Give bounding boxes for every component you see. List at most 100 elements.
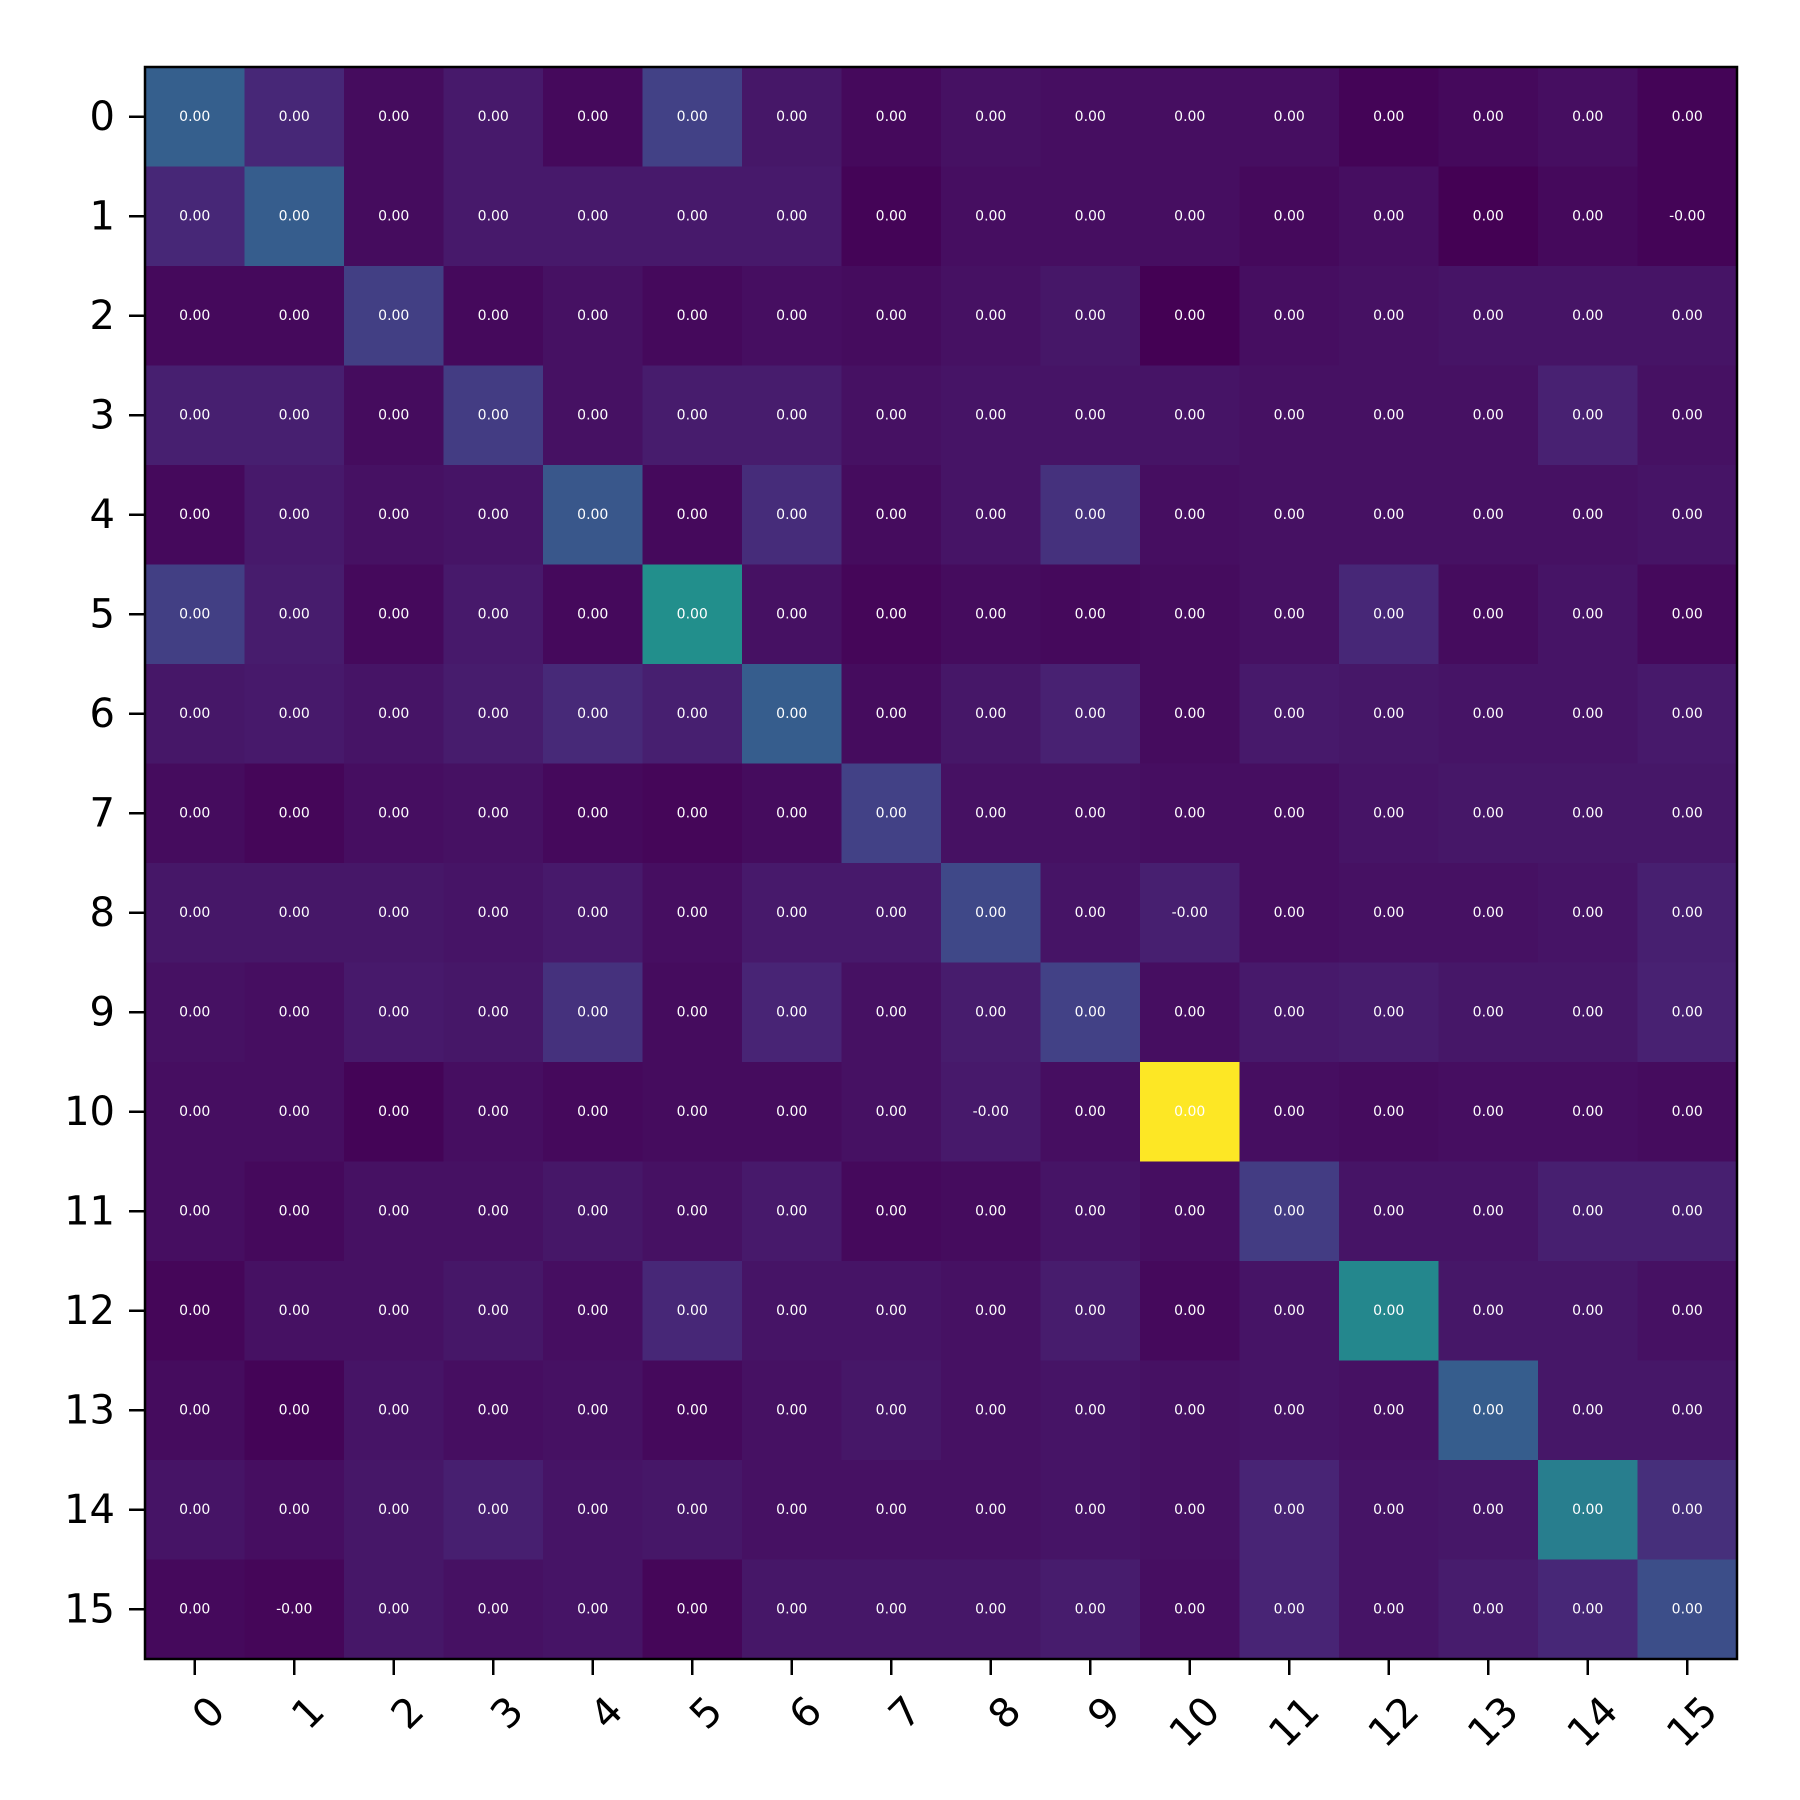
heatmap-cell bbox=[742, 1460, 843, 1561]
heatmap-cell bbox=[1637, 1460, 1738, 1561]
cell-value-label: 0.00 bbox=[1672, 706, 1703, 722]
heatmap-cell bbox=[642, 266, 743, 367]
cell-value-label: 0.00 bbox=[1075, 805, 1106, 821]
heatmap-cell bbox=[443, 266, 544, 367]
cell-value-label: 0.00 bbox=[975, 905, 1006, 921]
cell-value-label: 0.00 bbox=[1274, 507, 1305, 523]
heatmap-cell bbox=[642, 1460, 743, 1561]
cell-value-label: 0.00 bbox=[1075, 1104, 1106, 1120]
heatmap-cell bbox=[941, 1161, 1042, 1262]
heatmap-cell bbox=[244, 664, 345, 765]
heatmap-cell bbox=[344, 564, 445, 665]
cell-value-label: 0.00 bbox=[1075, 109, 1106, 125]
cell-value-label: 0.00 bbox=[876, 407, 907, 423]
heatmap-cell bbox=[1140, 67, 1241, 168]
cell-value-label: 0.00 bbox=[179, 1303, 210, 1319]
cell-value-label: 0.00 bbox=[577, 606, 608, 622]
cell-value-label: 0.00 bbox=[478, 1004, 509, 1020]
cell-value-label: 0.00 bbox=[975, 407, 1006, 423]
heatmap-cell bbox=[344, 1261, 445, 1362]
cell-value-label: 0.00 bbox=[378, 706, 409, 722]
heatmap-cell bbox=[1239, 1161, 1340, 1262]
heatmap-cell bbox=[1239, 664, 1340, 765]
cell-value-label: 0.00 bbox=[1274, 1203, 1305, 1219]
cell-value-label: 0.00 bbox=[1274, 208, 1305, 224]
cell-value-label: 0.00 bbox=[876, 1303, 907, 1319]
heatmap-cell bbox=[1239, 166, 1340, 267]
heatmap-cell bbox=[1140, 664, 1241, 765]
heatmap-cell bbox=[244, 962, 345, 1063]
cell-value-label: 0.00 bbox=[1174, 1203, 1205, 1219]
cell-value-label: 0.00 bbox=[1274, 1502, 1305, 1518]
heatmap-cell bbox=[941, 1062, 1042, 1163]
cell-value-label: 0.00 bbox=[776, 507, 807, 523]
cell-value-label: 0.00 bbox=[876, 1402, 907, 1418]
cell-value-label: 0.00 bbox=[577, 706, 608, 722]
cell-value-label: 0.00 bbox=[1174, 109, 1205, 125]
heatmap-cells bbox=[145, 67, 1738, 1660]
cell-value-label: 0.00 bbox=[1473, 507, 1504, 523]
heatmap-cell bbox=[1040, 266, 1141, 367]
cell-value-label: -0.00 bbox=[1172, 905, 1208, 921]
heatmap-cell bbox=[244, 1062, 345, 1163]
cell-value-label: 0.00 bbox=[975, 1502, 1006, 1518]
heatmap-cell bbox=[244, 1360, 345, 1461]
heatmap-cell bbox=[642, 365, 743, 466]
heatmap-cell bbox=[1339, 67, 1440, 168]
cell-value-label: 0.00 bbox=[1075, 1502, 1106, 1518]
cell-value-label: 0.00 bbox=[1672, 1203, 1703, 1219]
cell-value-label: 0.00 bbox=[776, 1303, 807, 1319]
heatmap-cell bbox=[244, 1559, 345, 1660]
heatmap-cell bbox=[642, 664, 743, 765]
heatmap-cell bbox=[1239, 67, 1340, 168]
cell-value-label: 0.00 bbox=[1572, 805, 1603, 821]
cell-value-label: 0.00 bbox=[478, 1104, 509, 1120]
y-tick-label: 3 bbox=[90, 392, 115, 438]
heatmap-cell bbox=[1239, 763, 1340, 864]
heatmap-cell bbox=[1637, 1062, 1738, 1163]
heatmap-cell bbox=[244, 763, 345, 864]
heatmap-cell bbox=[1637, 365, 1738, 466]
cell-value-label: 0.00 bbox=[1672, 1303, 1703, 1319]
heatmap-cell bbox=[543, 67, 644, 168]
cell-value-label: 0.00 bbox=[478, 1601, 509, 1617]
cell-value-label: 0.00 bbox=[1373, 1402, 1404, 1418]
heatmap-cell bbox=[1538, 166, 1639, 267]
y-tick-label: 2 bbox=[90, 293, 115, 339]
cell-value-label: 0.00 bbox=[876, 706, 907, 722]
cell-value-label: 0.00 bbox=[1274, 109, 1305, 125]
cell-value-label: 0.00 bbox=[1473, 1203, 1504, 1219]
heatmap-cell bbox=[145, 962, 246, 1063]
heatmap-cell bbox=[1140, 465, 1241, 566]
cell-value-label: 0.00 bbox=[577, 1203, 608, 1219]
cell-value-label: 0.00 bbox=[378, 905, 409, 921]
heatmap-cell bbox=[841, 1261, 942, 1362]
heatmap-cell bbox=[344, 465, 445, 566]
cell-value-label: 0.00 bbox=[677, 1004, 708, 1020]
heatmap-cell bbox=[742, 166, 843, 267]
cell-value-label: 0.00 bbox=[1672, 1601, 1703, 1617]
heatmap-cell bbox=[344, 664, 445, 765]
cell-value-label: 0.00 bbox=[1572, 1004, 1603, 1020]
heatmap-cell bbox=[344, 1161, 445, 1262]
cell-value-label: 0.00 bbox=[1075, 606, 1106, 622]
y-tick-label: 15 bbox=[64, 1586, 115, 1632]
heatmap-cell bbox=[244, 266, 345, 367]
cell-value-label: 0.00 bbox=[378, 606, 409, 622]
cell-value-label: 0.00 bbox=[1572, 1502, 1603, 1518]
cell-value-label: 0.00 bbox=[677, 805, 708, 821]
heatmap-cell bbox=[244, 465, 345, 566]
heatmap-cell bbox=[543, 1559, 644, 1660]
heatmap-cell bbox=[1438, 1261, 1539, 1362]
cell-value-label: 0.00 bbox=[677, 606, 708, 622]
cell-value-label: 0.00 bbox=[279, 1402, 310, 1418]
heatmap-cell bbox=[244, 863, 345, 964]
cell-value-label: 0.00 bbox=[279, 1502, 310, 1518]
cell-value-label: 0.00 bbox=[1075, 407, 1106, 423]
cell-value-label: 0.00 bbox=[1373, 805, 1404, 821]
heatmap-cell bbox=[941, 465, 1042, 566]
cell-value-label: 0.00 bbox=[1174, 606, 1205, 622]
heatmap-cell bbox=[1538, 763, 1639, 864]
cell-value-label: 0.00 bbox=[975, 606, 1006, 622]
